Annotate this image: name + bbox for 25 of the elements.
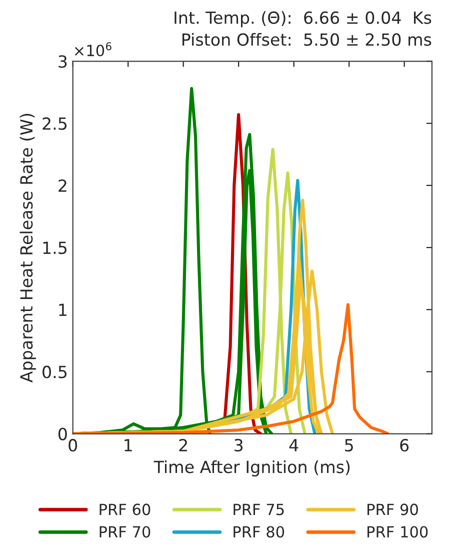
legend-label: PRF 90 xyxy=(368,504,418,516)
legend-label: PRF 80 xyxy=(234,526,284,538)
x-tick-label: 6 xyxy=(400,438,409,452)
legend-label: PRF 70 xyxy=(100,526,150,538)
legend-label: PRF 75 xyxy=(234,504,284,516)
y-tick-label: 2 xyxy=(58,179,66,192)
x-axis-title: Time After Ignition (ms) xyxy=(154,460,350,476)
y-tick-label: 0.5 xyxy=(42,366,67,378)
y-tick-label: 0 xyxy=(58,428,67,440)
x-tick-label: 3 xyxy=(234,438,243,452)
text: ×10$^{6}$ xyxy=(74,42,112,56)
x-tick-label: 0 xyxy=(68,438,78,452)
x-tick-label: 2 xyxy=(179,438,187,452)
x-tick-label: 5 xyxy=(345,439,353,452)
x-tick-label: 4 xyxy=(289,439,298,452)
legend-label: PRF 100 xyxy=(368,526,428,538)
y-tick-label: 1 xyxy=(59,304,66,316)
x-tick-label: 1 xyxy=(124,439,132,452)
y-axis-title: Apparent Heat Release Rate (W) xyxy=(20,114,36,382)
y-tick-label: 2.5 xyxy=(42,117,67,130)
chart-title: Int. Temp. (Θ): 6.66 ± 0.04 Ks xyxy=(174,11,432,28)
y-tick-label: 3 xyxy=(58,55,67,68)
y-tick-label: 1.5 xyxy=(43,242,67,254)
chart-subtitle: Piston Offset: 5.50 ± 2.50 ms xyxy=(182,32,432,46)
legend-label: PRF 60 xyxy=(100,504,150,516)
